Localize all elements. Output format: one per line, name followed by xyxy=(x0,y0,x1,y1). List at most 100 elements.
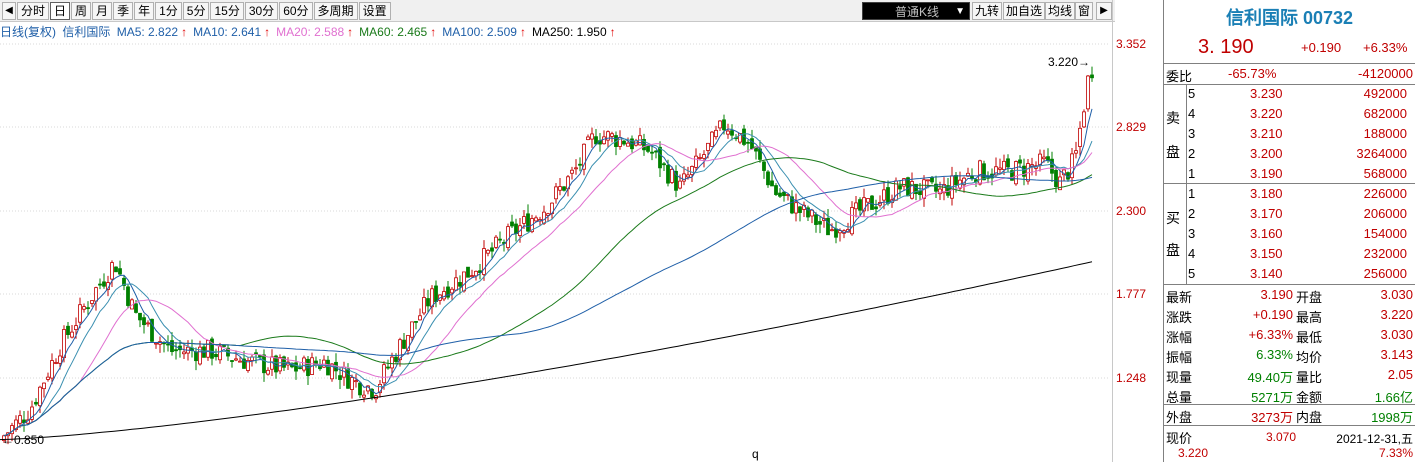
orderbook-row[interactable]: 4 3.220 682000 xyxy=(1164,104,1415,124)
period-tab[interactable]: 月 xyxy=(92,1,113,20)
period-tab[interactable]: 15分 xyxy=(210,1,244,20)
kline-chart[interactable]: 3.220→ ←0.850 xyxy=(0,41,1110,450)
candle-up xyxy=(686,174,690,178)
candle-down xyxy=(766,171,770,186)
period-tab[interactable]: 1分 xyxy=(155,1,182,20)
period-tab[interactable]: 60分 xyxy=(279,1,313,20)
axis-divider xyxy=(1112,0,1113,462)
ma5-line xyxy=(3,108,1093,437)
period-tab[interactable]: 30分 xyxy=(244,1,279,20)
stat-value: 3.030 xyxy=(1380,287,1413,302)
orderbook-row[interactable]: 3 3.210 188000 xyxy=(1164,124,1415,144)
candle-up xyxy=(494,236,498,248)
candle-up xyxy=(942,184,946,194)
period-tab[interactable]: 年 xyxy=(134,1,155,20)
candle-up xyxy=(470,275,474,278)
period-tab[interactable]: 5分 xyxy=(182,1,210,20)
candle-up xyxy=(586,136,590,141)
candle-down xyxy=(326,359,330,376)
orderbook-row[interactable]: 4 3.150 232000 xyxy=(1164,244,1415,264)
candle-up xyxy=(690,166,694,175)
candle-up xyxy=(54,362,58,364)
candle-up xyxy=(866,198,870,203)
candle-down xyxy=(982,163,986,181)
orderbook-volume: 206000 xyxy=(1363,206,1407,221)
orderbook-row[interactable]: 5 3.230 492000 xyxy=(1164,84,1415,104)
candle-down xyxy=(658,146,662,169)
orderbook-price: 3.190 xyxy=(1250,166,1283,181)
stat-label: 均价 xyxy=(1296,350,1323,365)
orderbook-volume: 682000 xyxy=(1363,106,1407,121)
candle-up xyxy=(1074,150,1078,154)
orderbook-row[interactable]: 2 3.200 3264000 xyxy=(1164,144,1415,164)
candle-up xyxy=(474,270,478,277)
period-tab[interactable]: 分时 xyxy=(17,1,50,20)
candle-down xyxy=(166,343,170,346)
add-watchlist-button[interactable]: 加自选 xyxy=(1003,2,1046,20)
candle-up xyxy=(682,173,686,182)
orderbook-row[interactable]: 2 3.170 206000 xyxy=(1164,204,1415,224)
kline-type-select[interactable]: 普通K线 ▼ xyxy=(862,2,970,20)
current-price-row: 现价 3.070 2021-12-31,五 xyxy=(1164,426,1415,446)
candle-up xyxy=(1038,153,1042,166)
candle-up xyxy=(694,155,698,168)
candle-down xyxy=(906,177,910,197)
candle-up xyxy=(18,415,22,424)
orderbook-row[interactable]: 1 3.190 568000 xyxy=(1164,164,1415,184)
stat-label: 最低 xyxy=(1296,330,1323,345)
stat-label: 内盘 xyxy=(1296,410,1323,425)
candle-down xyxy=(930,177,934,183)
candle-down xyxy=(886,187,890,204)
period-tab[interactable]: 多周期 xyxy=(313,1,358,20)
stat-row: 最新 3.190 开盘 3.030 xyxy=(1164,285,1415,305)
candle-up xyxy=(882,189,886,201)
ma-value-text: MA10: 2.641 xyxy=(193,25,262,39)
candle-up xyxy=(794,202,798,214)
orderbook-price: 3.170 xyxy=(1250,206,1283,221)
candle-up xyxy=(382,364,386,384)
candle-up xyxy=(58,355,62,364)
date-label: 2021-12-31,五 xyxy=(1336,432,1413,446)
stat-value: 49.40万 xyxy=(1247,370,1293,385)
candle-down xyxy=(122,277,126,286)
orderbook-volume: 226000 xyxy=(1363,186,1407,201)
candle-up xyxy=(542,211,546,224)
candle-up xyxy=(714,129,718,138)
ma-value-text: MA250: 1.950 xyxy=(531,25,607,39)
kline-type-label: 普通K线 xyxy=(895,5,940,19)
candle-up xyxy=(198,346,202,365)
jiuzhuan-button[interactable]: 九转 xyxy=(972,2,1003,20)
candle-down xyxy=(562,186,566,191)
candle-down xyxy=(594,136,598,145)
candle-down xyxy=(150,318,154,342)
orderbook-row[interactable]: 5 3.140 256000 xyxy=(1164,264,1415,284)
sell-label: 卖 xyxy=(1166,110,1180,126)
ma-legend: 日线(复权) 信利国际 MA5: 2.822 ↑ MA10: 2.641 ↑ MA20:… xyxy=(0,23,1115,41)
orderbook-row[interactable]: 3 3.160 154000 xyxy=(1164,224,1415,244)
ma-value: MA5: 2.822 ↑ xyxy=(117,25,190,39)
period-tab[interactable]: 季 xyxy=(113,1,134,20)
candle-up xyxy=(678,180,682,189)
candle-up xyxy=(246,360,250,371)
next-arrow-icon[interactable]: ▶ xyxy=(1096,2,1112,20)
candle-up xyxy=(1014,161,1018,185)
candle-up xyxy=(626,142,630,147)
candle-down xyxy=(134,303,138,313)
candle-down xyxy=(338,375,342,380)
stat-label: 金额 xyxy=(1296,390,1323,405)
window-button[interactable]: 窗 xyxy=(1075,2,1094,20)
period-tab[interactable]: 周 xyxy=(71,1,92,20)
candle-up xyxy=(482,248,486,275)
up-arrow-icon: ↑ xyxy=(609,25,616,39)
candle-down xyxy=(622,140,626,145)
prev-arrow-icon[interactable]: ◀ xyxy=(2,1,16,20)
period-tab[interactable]: 设置 xyxy=(358,1,391,20)
stat-row: 现量 49.40万 量比 2.05 xyxy=(1164,365,1415,385)
stat-label: 涨跌 xyxy=(1166,310,1193,325)
ma-button[interactable]: 均线 xyxy=(1045,2,1076,20)
candle-down xyxy=(1054,169,1058,187)
orderbook-row[interactable]: 1 3.180 226000 xyxy=(1164,184,1415,204)
stat-label: 最新 xyxy=(1166,290,1193,305)
period-tab[interactable]: 日 xyxy=(50,1,71,20)
divider xyxy=(1164,63,1415,64)
